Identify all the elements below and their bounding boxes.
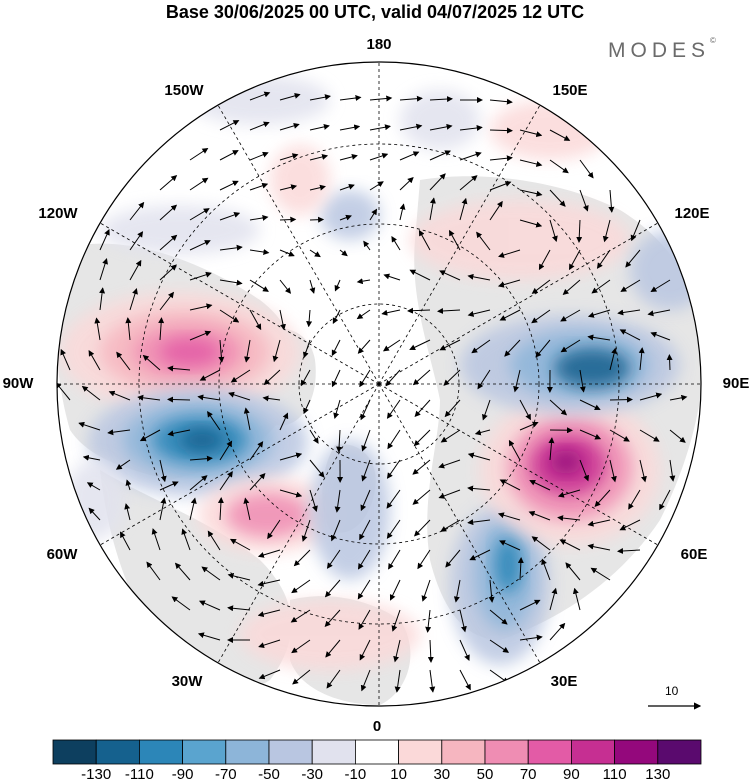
anomaly-patch [190,75,330,125]
colorbar-swatch [571,740,614,764]
wind-arrow [669,355,670,370]
wind-arrow [280,219,295,220]
colorbar-swatch [399,740,442,764]
colorbar-tick-label: 10 [390,766,407,783]
anomaly-patch [270,145,330,215]
longitude-label-60e: 60E [681,546,708,563]
colorbar-swatch [53,740,96,764]
colorbar-tick-label: 30 [433,766,450,783]
colorbar-tick-label: 90 [563,766,580,783]
colorbar-swatch [528,740,571,764]
colorbar-labels: -130 -110 -90 -70 -50 -30 -10 10 30 50 70 90 110 130 [0,766,750,784]
longitude-label-150w: 150W [164,82,203,99]
wind-arrow [310,220,323,221]
longitude-label-30w: 30W [172,673,203,690]
reference-vector-label: 10 [665,684,678,698]
anomaly-patch [630,230,710,310]
colorbar-swatch [269,740,312,764]
colorbar-tick-label: 70 [520,766,537,783]
colorbar-tick-label: 110 [603,766,627,783]
anomaly-patch [160,338,220,366]
colorbar-tick-label: -90 [172,766,194,783]
longitude-label-30e: 30E [551,673,578,690]
longitude-label-0: 0 [373,718,381,735]
colorbar-tick-label: -50 [258,766,280,783]
anomaly-patch [494,537,522,593]
colorbar-tick-label: -10 [345,766,367,783]
wind-arrow [490,130,512,131]
longitude-label-90e: 90E [723,375,750,392]
anomaly-patch [180,428,224,452]
anomaly-patch [65,460,125,540]
anomaly-patch [240,600,420,670]
colorbar-swatch [355,740,398,764]
colorbar-tick-label: 130 [645,766,670,783]
colorbar-swatch [658,740,701,764]
colorbar-swatch [139,740,182,764]
anomaly-patch [310,440,390,580]
longitude-label-60w: 60W [47,546,78,563]
colorbar-swatch [96,740,139,764]
colorbar-swatch [615,740,658,764]
colorbar-tick-label: -130 [81,766,111,783]
anomaly-patch [410,200,630,280]
anomaly-patch [320,190,380,240]
colorbar-swatch [485,740,528,764]
colorbar-swatch [312,740,355,764]
longitude-label-90w: 90W [3,375,34,392]
colorbar-swatch [226,740,269,764]
colorbar-swatch [442,740,485,764]
colorbar-tick-label: -30 [301,766,323,783]
wind-arrow [168,399,190,400]
longitude-label-120w: 120W [38,205,77,222]
colorbar-tick-label: -110 [125,766,154,783]
wind-arrow [610,400,632,401]
colorbar-swatch [183,740,226,764]
anomaly-patch [554,348,630,388]
anomaly-patch [550,450,582,474]
colorbar-tick-label: 50 [477,766,494,783]
colorbar [53,740,701,764]
longitude-label-180: 180 [366,36,391,53]
colorbar-tick-label: -70 [215,766,237,783]
longitude-label-150e: 150E [552,82,587,99]
longitude-label-120e: 120E [674,205,709,222]
